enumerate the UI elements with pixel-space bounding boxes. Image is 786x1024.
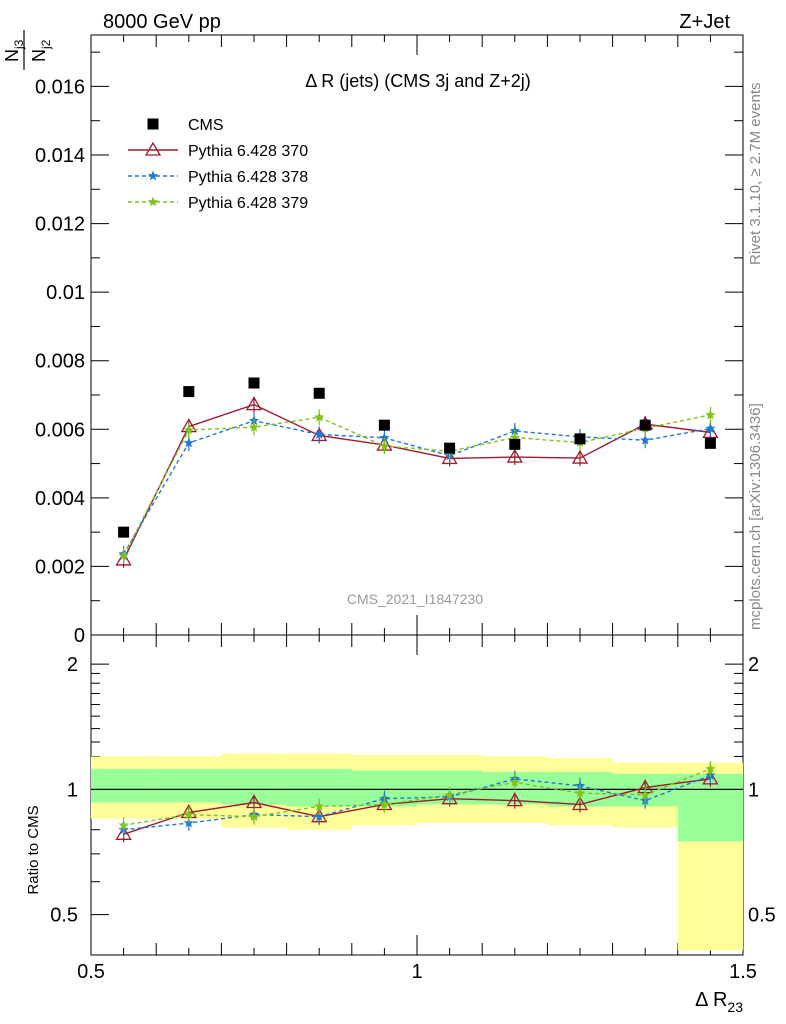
legend-label: Pythia 6.428 378 <box>188 169 308 186</box>
ratio-ytick-label-right: 1 <box>748 779 759 801</box>
main-ytick-label: 0.012 <box>35 214 85 236</box>
ylabel-denominator: N <box>29 49 49 62</box>
main-series-point <box>115 551 132 566</box>
main-series-point <box>314 428 325 439</box>
ratio-series-point <box>314 801 325 811</box>
main-series-point <box>248 421 260 432</box>
main-series-point <box>118 550 129 561</box>
legend-label: Pythia 6.428 379 <box>188 195 308 212</box>
ratio-series-line <box>123 774 711 831</box>
cms-data-point <box>704 437 716 449</box>
main-series-point <box>314 411 325 422</box>
ylabel-numerator-sub: j3 <box>12 39 26 50</box>
rivet-version-text: Rivet 3.1.10, ≥ 2.7M events <box>747 83 764 266</box>
main-ylabel: Nj3 Nj2 <box>2 30 53 70</box>
ratio-series-point <box>574 787 586 798</box>
main-ytick-label: 0.006 <box>35 419 85 441</box>
main-series-point <box>183 424 194 435</box>
x-axis-label: Δ R23 <box>695 989 743 1015</box>
ylabel-numerator: N <box>2 49 22 62</box>
x-axis-label-sub: 23 <box>727 999 743 1015</box>
svg-text:Nj2: Nj2 <box>29 39 53 62</box>
cms-data-point <box>639 419 651 431</box>
main-series-point <box>379 432 390 443</box>
ratio-ytick-label-right: 2 <box>748 654 759 676</box>
analysis-watermark: CMS_2021_I1847230 <box>347 591 483 607</box>
legend-marker <box>147 118 159 130</box>
ratio-series-point <box>702 770 719 785</box>
header-left-text: 8000 GeV pp <box>103 11 221 33</box>
x-tick-label: 0.5 <box>77 961 105 983</box>
main-series-point <box>702 424 719 439</box>
main-ytick-label: 0.002 <box>35 556 85 578</box>
x-axis-label-main: Δ R <box>695 989 727 1011</box>
main-series-point <box>506 448 523 463</box>
x-tick-label: 1 <box>411 961 422 983</box>
cms-data-point <box>444 442 456 454</box>
header-right-text: Z+Jet <box>679 11 730 33</box>
green-band-bin <box>156 768 222 803</box>
main-axes: 0 0.002 0.004 0.006 0.008 0.01 0.012 0.014 0.016 <box>35 35 744 647</box>
main-ytick-label: 0.016 <box>35 76 85 98</box>
cms-data-point <box>183 386 195 398</box>
ratio-ylabel: Ratio to CMS <box>25 805 42 894</box>
main-series-point <box>640 434 651 445</box>
main-series-point <box>571 449 589 464</box>
main-ytick-label: 0 <box>74 625 85 647</box>
legend-label: Pythia 6.428 370 <box>188 143 308 160</box>
cms-data-point <box>248 377 260 389</box>
ratio-series-point <box>183 809 194 819</box>
ratio-ytick-label-right: 0.5 <box>748 905 776 927</box>
legend: CMS Pythia 6.428 370 Pythia 6.428 378 Pythi… <box>128 117 308 212</box>
ratio-ytick-label: 1 <box>67 779 78 801</box>
ratio-series-point <box>509 776 520 787</box>
ratio-series-point <box>705 763 716 774</box>
legend-marker <box>144 141 162 156</box>
ratio-series-point <box>115 826 132 840</box>
main-series-point <box>705 409 716 420</box>
ratio-series <box>115 760 719 843</box>
main-series-line <box>122 403 711 561</box>
main-ytick-label: 0.01 <box>46 282 85 304</box>
ylabel-denominator-sub: j2 <box>39 39 53 50</box>
mcplots-source-text: mcplots.cern.ch [arXiv:1306.3436] <box>747 403 764 630</box>
legend-marker <box>147 170 159 181</box>
ratio-series-point <box>118 819 129 830</box>
cms-data-point <box>509 438 521 450</box>
main-ytick-label: 0.014 <box>35 145 85 167</box>
ratio-series-point <box>444 789 455 800</box>
main-series <box>115 377 719 568</box>
green-band-bin <box>91 768 157 803</box>
svg-text:Nj3: Nj3 <box>2 39 26 62</box>
cms-data-point <box>313 387 325 399</box>
x-tick-label: 1.5 <box>729 961 757 983</box>
main-ytick-label: 0.008 <box>35 351 85 373</box>
ratio-series-point <box>248 811 260 822</box>
ratio-series-line <box>123 768 711 826</box>
ratio-ytick-label: 2 <box>67 654 78 676</box>
main-series-point <box>509 432 520 442</box>
main-series-line <box>122 414 711 557</box>
cms-data-point <box>118 526 130 538</box>
ratio-series-point <box>379 799 390 809</box>
ratio-series-point <box>506 792 523 807</box>
main-series-point <box>379 440 390 451</box>
ratio-series-point <box>571 796 589 811</box>
legend-marker <box>147 196 159 207</box>
ratio-series-point <box>314 811 325 822</box>
ratio-series-point <box>640 789 651 800</box>
ratio-series-line <box>123 778 711 835</box>
legend-label: CMS <box>188 117 224 134</box>
main-series-point <box>245 396 263 411</box>
main-ytick-label: 0.004 <box>35 488 85 510</box>
cms-data-point <box>378 419 390 431</box>
main-plot-title: Δ R (jets) (CMS 3j and Z+2j) <box>305 71 531 91</box>
cms-data-point <box>574 433 586 445</box>
ratio-ytick-label: 0.5 <box>50 905 78 927</box>
main-series-point <box>705 423 716 433</box>
main-series-line <box>122 419 711 555</box>
main-series-point <box>183 437 194 448</box>
